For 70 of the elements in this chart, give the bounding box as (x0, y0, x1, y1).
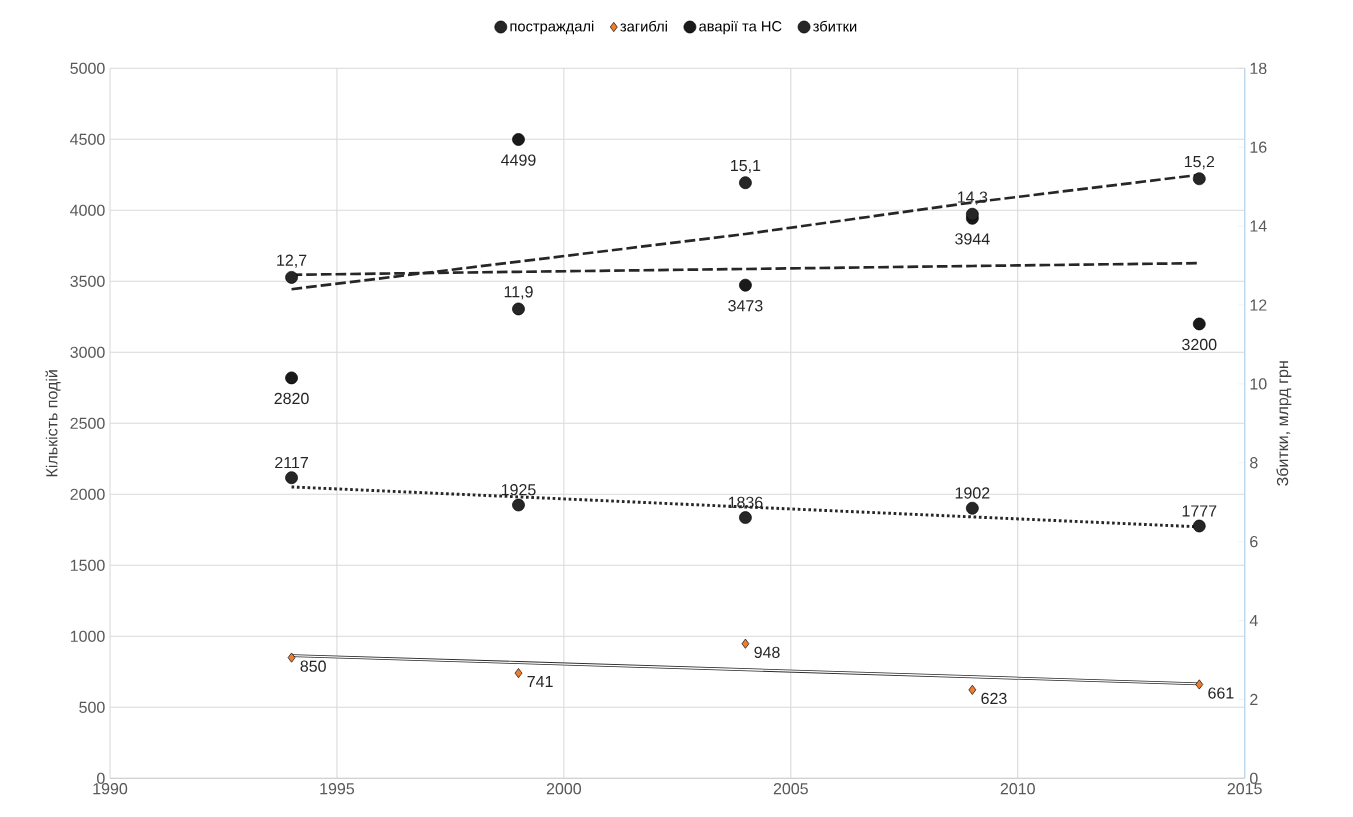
point (1192, 172, 1206, 186)
x-tick-label: 2000 (546, 783, 582, 795)
data-label: 661 (1208, 687, 1234, 699)
y-tick-label: 1000 (70, 630, 105, 642)
point (739, 278, 752, 292)
y-tick-label: 3500 (70, 275, 105, 287)
point (285, 271, 298, 284)
y2-tick-label: 14 (1250, 220, 1267, 232)
y2-axis-title: Збитки, млрд грн (1276, 361, 1292, 486)
data-label: 1902 (955, 487, 990, 499)
data-label: 3200 (1182, 338, 1217, 351)
y-tick-label: 2500 (70, 417, 105, 429)
y-axis-title: Кількість подій (45, 370, 61, 477)
x-tick-label: 2015 (1227, 783, 1262, 795)
data-label: 3944 (955, 233, 990, 245)
point (966, 207, 979, 221)
point (285, 371, 298, 385)
point (739, 176, 752, 190)
data-label: 11,9 (504, 286, 533, 300)
y-tick-label: 2000 (70, 488, 105, 500)
point (512, 498, 525, 512)
point (739, 511, 752, 524)
data-label: 4499 (501, 154, 536, 166)
data-label: 850 (300, 660, 326, 672)
y2-tick-label: 10 (1250, 378, 1267, 390)
y2-tick-label: 4 (1249, 615, 1258, 627)
point (968, 684, 977, 695)
data-label: 741 (527, 676, 553, 688)
y2-tick-label: 8 (1250, 457, 1258, 469)
y-tick-label: 0 (97, 772, 105, 784)
data-label: 948 (754, 646, 780, 658)
point (287, 652, 296, 663)
data-label: 2820 (274, 392, 309, 405)
data-label: 15,1 (731, 160, 761, 174)
y-tick-label: 5000 (70, 62, 105, 74)
legend-label: збитки (813, 20, 857, 32)
x-tick-label: 1990 (93, 783, 128, 795)
point (285, 471, 298, 485)
legend-label: аварії та НС (699, 20, 782, 35)
legend-label: загиблі (620, 20, 667, 32)
y-tick-label: 3000 (70, 346, 105, 358)
y2-tick-label: 12 (1250, 299, 1267, 311)
data-label: 623 (981, 692, 1007, 705)
data-label: 12,7 (277, 254, 307, 268)
data-label: 1925 (501, 484, 536, 496)
y2-tick-label: 18 (1250, 62, 1267, 74)
point (514, 668, 523, 679)
data-label: 2117 (275, 456, 308, 469)
point (512, 302, 525, 316)
y2-tick-label: 0 (1250, 772, 1258, 784)
point (741, 638, 750, 649)
data-label: 15,2 (1184, 155, 1215, 170)
point (512, 133, 525, 146)
data-label: 1777 (1182, 505, 1217, 517)
point (1192, 519, 1206, 533)
x-tick-label: 2005 (773, 783, 808, 795)
y-tick-label: 4500 (70, 133, 105, 145)
y-tick-label: 4000 (70, 204, 105, 216)
y-tick-label: 500 (79, 701, 105, 713)
y-tick-label: 1500 (70, 559, 105, 571)
point (966, 501, 979, 515)
data-label: 3473 (728, 300, 763, 312)
point (1192, 317, 1206, 331)
y2-tick-label: 6 (1250, 535, 1258, 548)
x-tick-label: 2010 (1000, 783, 1035, 795)
y2-tick-label: 16 (1250, 141, 1267, 153)
x-tick-label: 1995 (320, 783, 355, 795)
point (1195, 679, 1204, 690)
legend-label: постраждалі (510, 20, 594, 35)
y2-tick-label: 2 (1250, 693, 1258, 706)
